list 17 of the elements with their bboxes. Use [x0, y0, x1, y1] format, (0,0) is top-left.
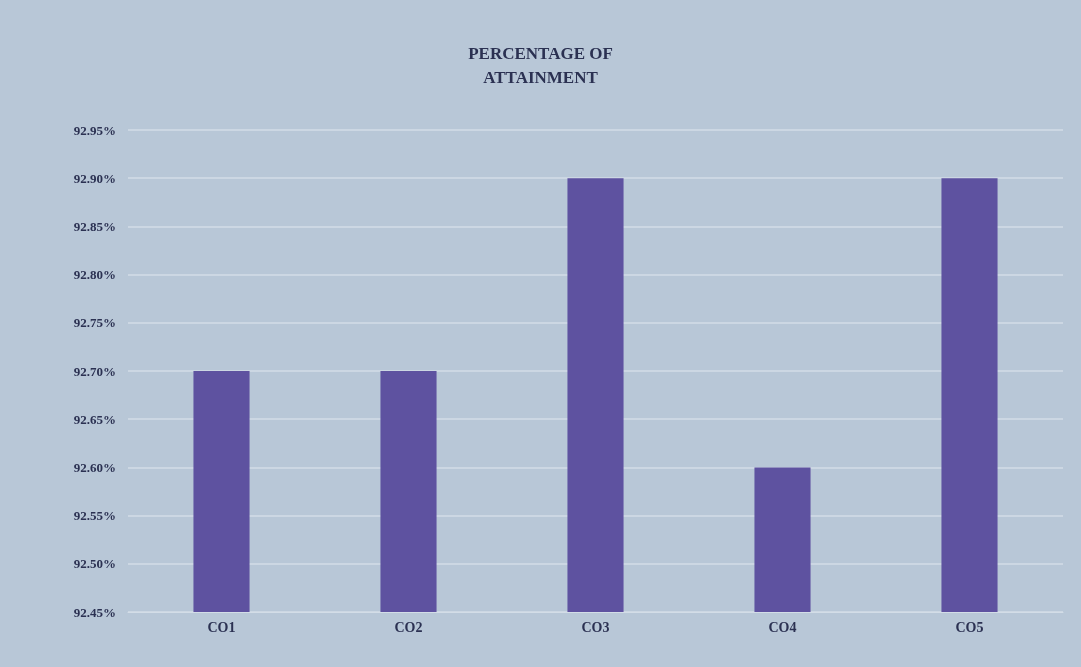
y-tick-label: 92.45% [73, 604, 116, 620]
y-tick-label: 92.65% [73, 411, 116, 427]
y-tick-label: 92.80% [73, 267, 116, 283]
y-tick-label: 92.60% [73, 459, 116, 475]
y-tick-label: 92.75% [73, 315, 116, 331]
x-tick-label: CO3 [581, 619, 610, 635]
y-tick-label: 92.90% [73, 170, 116, 186]
y-tick-label: 92.55% [73, 508, 116, 524]
y-tick-label: 92.70% [73, 363, 116, 379]
y-tick-label: 92.85% [73, 218, 116, 234]
y-tick-label: 92.50% [73, 556, 116, 572]
x-tick-label: CO2 [394, 619, 423, 635]
x-tick-label: CO4 [768, 619, 797, 635]
y-tick-label: 92.95% [73, 122, 116, 138]
chart-title: PERCENTAGE OF ATTAINMENT [468, 43, 613, 87]
x-tick-label: CO5 [955, 619, 984, 635]
x-tick-label: CO1 [207, 619, 236, 635]
